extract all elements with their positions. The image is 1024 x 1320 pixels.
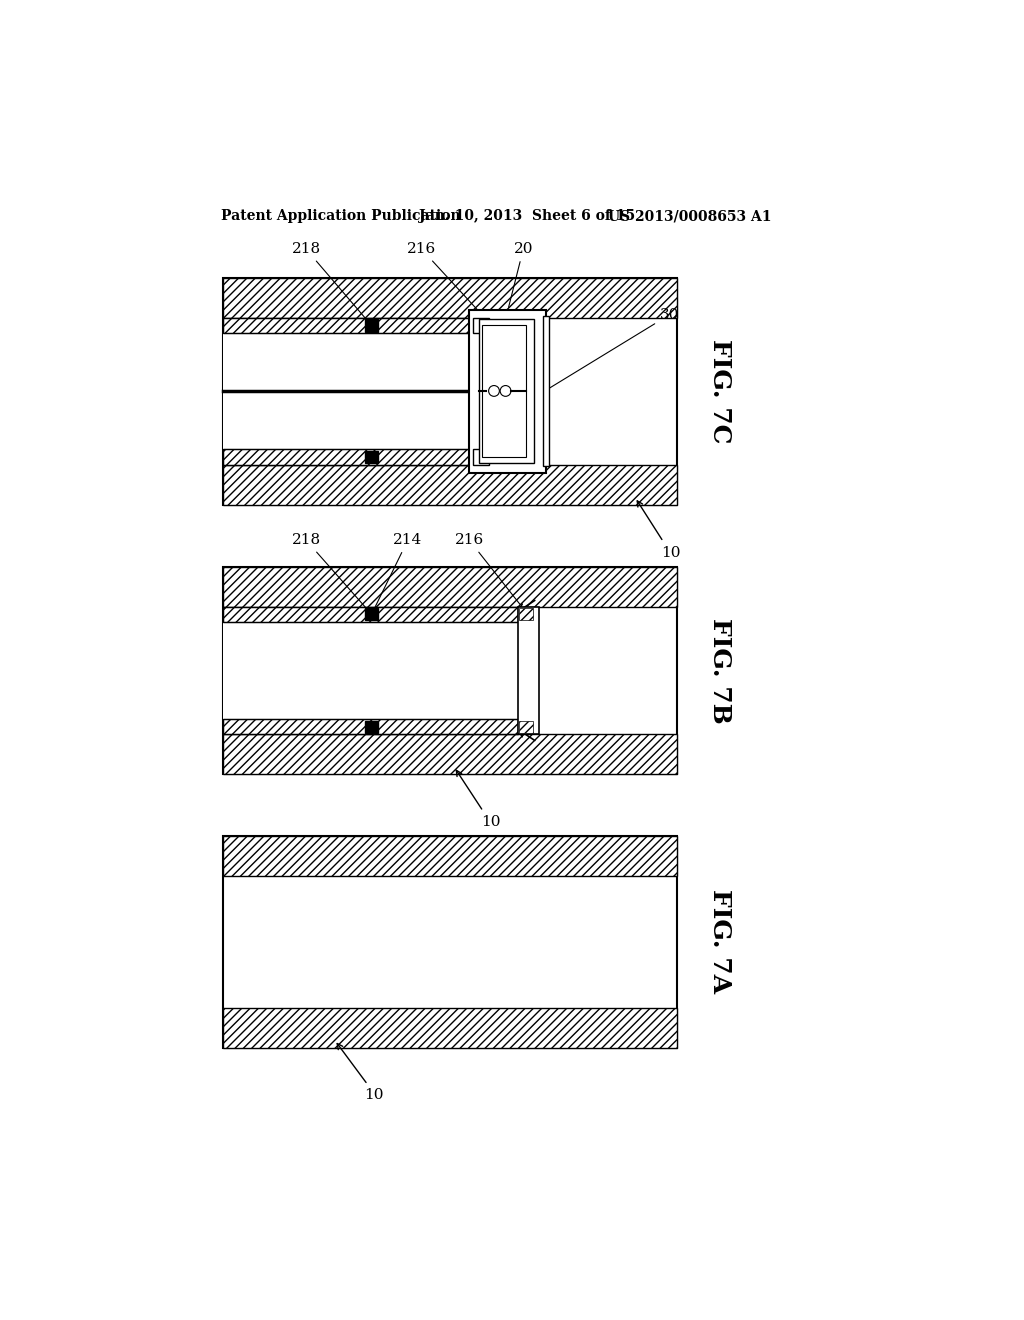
Circle shape xyxy=(500,385,511,396)
Circle shape xyxy=(488,385,500,396)
Bar xyxy=(223,277,677,318)
Bar xyxy=(223,277,677,506)
Bar xyxy=(223,622,518,719)
Text: FIG. 7A: FIG. 7A xyxy=(708,890,731,994)
Bar xyxy=(223,607,518,622)
Bar xyxy=(223,333,477,449)
Bar xyxy=(223,318,477,333)
Bar xyxy=(473,450,488,465)
Bar xyxy=(366,721,378,733)
Bar xyxy=(473,318,488,333)
Text: FIG. 7B: FIG. 7B xyxy=(708,618,731,723)
Bar xyxy=(482,326,526,457)
Bar xyxy=(543,317,549,466)
Bar xyxy=(223,719,518,734)
Text: 10: 10 xyxy=(481,816,501,829)
Text: FIG. 7C: FIG. 7C xyxy=(708,339,731,444)
Bar xyxy=(366,609,378,620)
Bar xyxy=(223,719,518,734)
Bar xyxy=(223,450,477,465)
Text: 10: 10 xyxy=(662,545,681,560)
Text: 216: 216 xyxy=(455,533,520,605)
Bar xyxy=(366,319,378,331)
Bar xyxy=(223,566,677,607)
Text: 214: 214 xyxy=(373,533,422,611)
Bar xyxy=(223,836,677,1048)
Bar xyxy=(223,1007,677,1048)
Bar xyxy=(469,310,547,473)
Bar xyxy=(519,609,534,620)
Text: 216: 216 xyxy=(407,242,483,315)
Bar xyxy=(223,836,677,876)
Bar xyxy=(366,451,378,463)
Text: 20: 20 xyxy=(509,242,534,308)
Text: 218: 218 xyxy=(292,533,370,612)
Bar xyxy=(223,734,677,775)
Bar xyxy=(223,318,477,333)
Bar xyxy=(223,465,677,506)
Bar xyxy=(519,721,534,733)
Text: Patent Application Publication: Patent Application Publication xyxy=(221,209,461,223)
Bar xyxy=(223,566,677,775)
Text: 30: 30 xyxy=(547,308,679,389)
Bar xyxy=(223,607,518,622)
Text: Jan. 10, 2013  Sheet 6 of 15: Jan. 10, 2013 Sheet 6 of 15 xyxy=(419,209,636,223)
Bar xyxy=(478,319,535,463)
Bar xyxy=(518,607,540,734)
Text: US 2013/0008653 A1: US 2013/0008653 A1 xyxy=(608,209,771,223)
Text: 218: 218 xyxy=(292,242,370,323)
Bar xyxy=(223,450,477,465)
Text: 10: 10 xyxy=(365,1089,384,1102)
